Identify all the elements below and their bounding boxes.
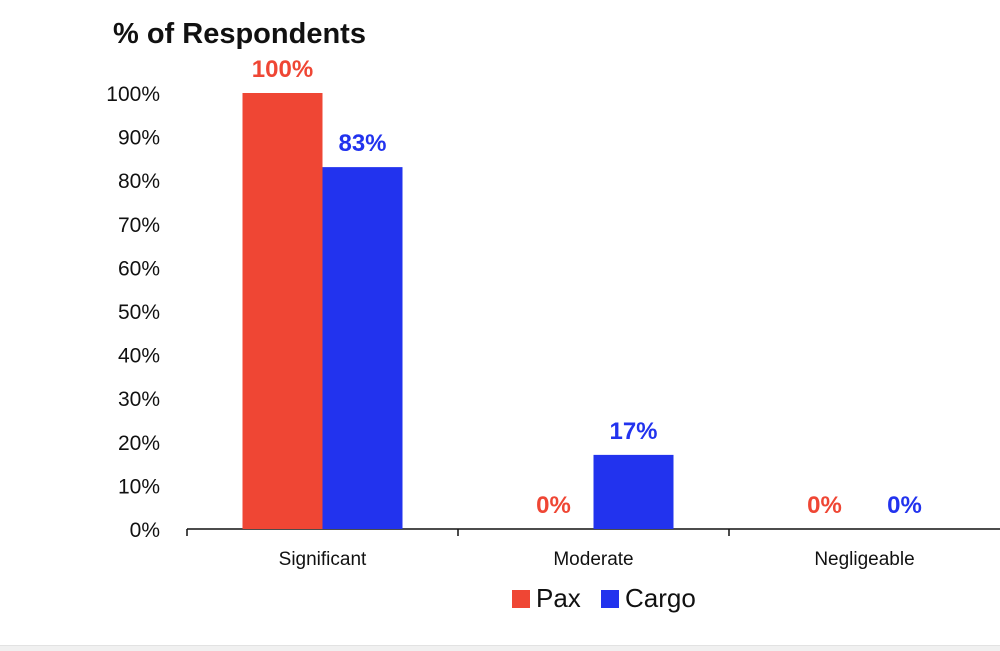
data-label-pax-negligeable: 0%: [807, 492, 842, 519]
legend-label-pax: Pax: [536, 583, 581, 613]
data-label-pax-moderate: 0%: [536, 492, 571, 519]
y-tick-label: 50%: [118, 301, 160, 324]
data-label-pax-significant: 100%: [252, 56, 313, 83]
legend: Pax Cargo: [512, 583, 696, 613]
chart-title: % of Respondents: [113, 18, 366, 50]
y-tick-label: 0%: [130, 519, 160, 542]
category-label: Significant: [279, 549, 367, 570]
bar-cargo-moderate: [593, 454, 674, 529]
bar-pax-significant: [242, 93, 323, 529]
y-tick-label: 70%: [118, 214, 160, 237]
y-tick-label: 80%: [118, 170, 160, 193]
y-tick-label: 40%: [118, 345, 160, 368]
data-labels: 100% 83% 0% 17% 0% 0%: [252, 56, 922, 519]
y-tick-label: 10%: [118, 475, 160, 498]
y-tick-label: 30%: [118, 388, 160, 411]
category-label: Negligeable: [814, 549, 914, 570]
legend-swatch-cargo: [601, 590, 619, 608]
y-tick-label: 100%: [106, 83, 160, 106]
bars: [242, 93, 674, 529]
y-tick-label: 20%: [118, 432, 160, 455]
legend-label-cargo: Cargo: [625, 583, 696, 613]
data-label-cargo-moderate: 17%: [609, 418, 657, 445]
bar-cargo-significant: [322, 167, 403, 529]
category-labels: Significant Moderate Negligeable: [279, 549, 915, 570]
category-label: Moderate: [553, 549, 633, 570]
y-tick-label: 90%: [118, 127, 160, 150]
legend-swatch-pax: [512, 590, 530, 608]
bottom-divider: [0, 645, 1000, 651]
y-tick-label: 60%: [118, 257, 160, 280]
y-axis-ticks: 0% 10% 20% 30% 40% 50% 60% 70% 80% 90% 100%: [106, 83, 160, 542]
data-label-cargo-negligeable: 0%: [887, 492, 922, 519]
data-label-cargo-significant: 83%: [338, 130, 386, 157]
x-axis: [186, 528, 1000, 536]
